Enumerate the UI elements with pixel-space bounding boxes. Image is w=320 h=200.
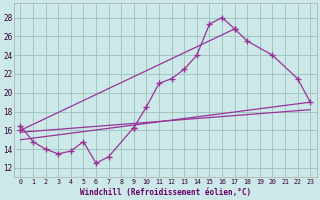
X-axis label: Windchill (Refroidissement éolien,°C): Windchill (Refroidissement éolien,°C): [80, 188, 251, 197]
